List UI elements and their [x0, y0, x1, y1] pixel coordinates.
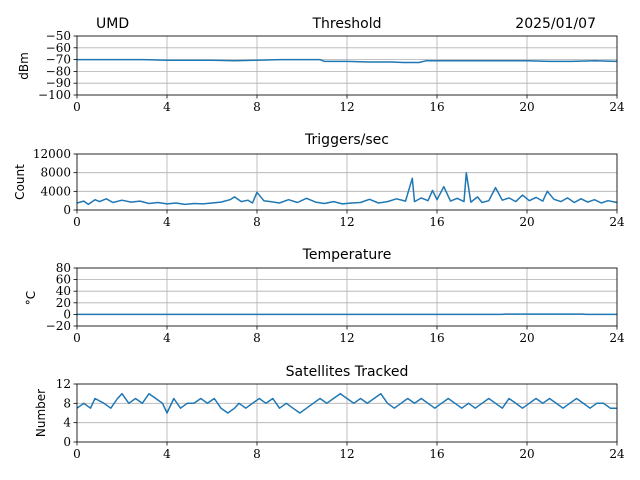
- y-axis-label: Count: [13, 164, 27, 200]
- y-tick-label: 4000: [40, 184, 71, 198]
- chart-threshold: Threshold dBm 0 4 8 12 16 20 24 −50−60−70−80−90…: [17, 16, 625, 114]
- y-tick-label: 80: [56, 261, 71, 275]
- y-tick-label: 20: [56, 296, 71, 310]
- y-tick-label: 0: [63, 307, 71, 321]
- y-tick-label: 60: [56, 273, 71, 287]
- y-tick-label: 12: [56, 377, 71, 391]
- x-tick-label: 8: [253, 447, 261, 461]
- chart-title: Threshold: [312, 16, 382, 32]
- chart-satellites: Satellites Tracked Number 0 4 8 12 16 20 24 0 4 8…: [34, 364, 625, 461]
- x-tick-label: 0: [73, 331, 81, 345]
- x-tick-label: 24: [609, 447, 625, 461]
- plot-frame: [76, 35, 618, 96]
- series-line: [76, 392, 617, 414]
- series-line: [77, 58, 618, 64]
- x-tick-label: 8: [253, 100, 261, 114]
- x-tick-label: 20: [519, 100, 534, 114]
- y-axis-label: Number: [34, 389, 48, 437]
- plot-area: 0 4 8 12 16 20 24 0 4000 8000 12000: [33, 147, 625, 229]
- y-tick-label: 8000: [40, 166, 71, 180]
- x-tick-label: 8: [253, 215, 261, 229]
- station-label: UMD: [96, 16, 129, 32]
- x-tick-label: 16: [429, 331, 444, 345]
- y-tick-label: −100: [38, 88, 71, 102]
- y-tick-label: 0: [63, 203, 71, 217]
- y-tick-label: −50: [46, 29, 71, 43]
- x-tick-label: 0: [73, 215, 81, 229]
- x-tick-label: 16: [429, 100, 444, 114]
- x-tick-label: 0: [73, 100, 81, 114]
- y-tick-label: 40: [56, 284, 71, 298]
- plot-area: 0 4 8 12 16 20 24 0 4 8 12: [56, 377, 625, 461]
- x-tick-label: 20: [519, 331, 534, 345]
- series-line: [76, 171, 618, 206]
- x-tick-label: 16: [429, 215, 444, 229]
- plot-frame: [76, 267, 618, 327]
- x-tick-label: 8: [253, 331, 261, 345]
- chart-title: Triggers/sec: [304, 132, 389, 148]
- plot-frame: [76, 153, 618, 211]
- y-tick-label: 8: [63, 396, 71, 410]
- x-tick-label: 4: [163, 100, 171, 114]
- date-label: 2025/01/07: [515, 16, 596, 32]
- y-axis-label: °C: [24, 291, 38, 305]
- x-tick-label: 20: [519, 215, 534, 229]
- x-tick-label: 0: [73, 447, 81, 461]
- x-tick-label: 16: [429, 447, 444, 461]
- y-tick-label: −90: [46, 76, 71, 90]
- x-tick-label: 12: [339, 331, 354, 345]
- x-tick-label: 12: [339, 215, 354, 229]
- y-tick-label: 4: [63, 416, 71, 430]
- y-tick-label: −20: [46, 319, 71, 333]
- chart-triggers: Triggers/sec Count 0 4 8 12 16 20 24 0 4000 8000 1…: [13, 132, 625, 229]
- x-tick-label: 20: [519, 447, 534, 461]
- y-tick-label: −60: [46, 41, 71, 55]
- x-tick-label: 24: [609, 215, 625, 229]
- x-tick-label: 4: [163, 215, 171, 229]
- chart-title: Satellites Tracked: [286, 364, 409, 380]
- x-tick-label: 24: [609, 100, 625, 114]
- y-tick-label: 12000: [33, 147, 71, 161]
- plot-area: 0 4 8 12 16 20 24 −50−60−70−80−90−100: [38, 29, 625, 114]
- x-tick-label: 12: [339, 100, 354, 114]
- x-tick-label: 12: [339, 447, 354, 461]
- y-axis-label: dBm: [17, 52, 31, 80]
- y-tick-label: −70: [46, 53, 71, 67]
- x-tick-label: 4: [163, 331, 171, 345]
- y-tick-label: 0: [63, 435, 71, 449]
- y-tick-label: −80: [46, 64, 71, 78]
- plot-frame: [76, 383, 618, 443]
- x-tick-label: 24: [609, 331, 625, 345]
- chart-title: Temperature: [302, 247, 392, 263]
- x-tick-label: 4: [163, 447, 171, 461]
